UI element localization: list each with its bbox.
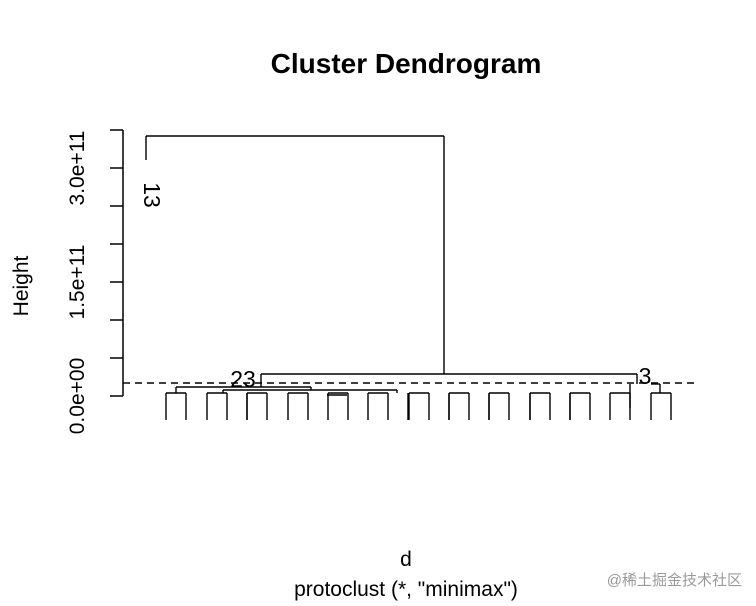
x-axis-title: d <box>400 548 412 571</box>
y-tick-label: 0.0e+00 <box>66 358 89 435</box>
y-tick-label: 1.5e+11 <box>66 245 89 320</box>
prototype-label-3: 3 <box>639 363 652 389</box>
y-axis: 0.0e+00 1.5e+11 3.0e+11 Height <box>10 129 124 435</box>
prototype-label-13: 13 <box>139 182 165 208</box>
dendrogram-tree <box>145 135 672 420</box>
y-tick-label: 3.0e+11 <box>66 131 89 206</box>
y-axis-title: Height <box>10 255 33 316</box>
watermark: @稀土掘金技术社区 <box>607 572 742 589</box>
chart-title: Cluster Dendrogram <box>271 48 542 79</box>
prototype-label-23: 23 <box>230 366 256 392</box>
x-axis-sublabel: protoclust (*, "minimax") <box>294 578 518 601</box>
